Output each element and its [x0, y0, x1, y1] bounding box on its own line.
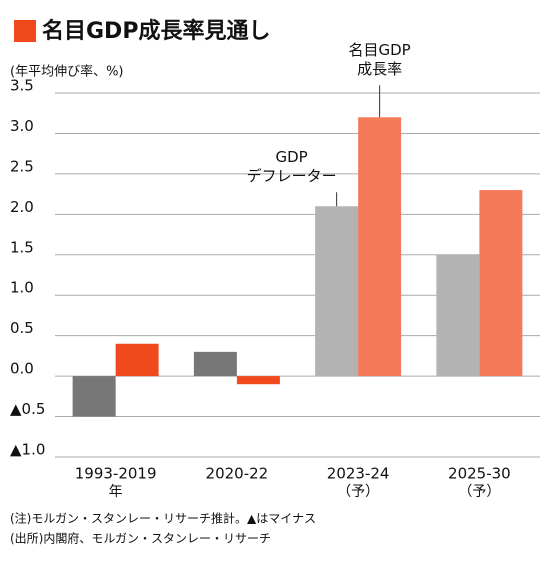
bar	[236, 376, 280, 385]
bar	[358, 117, 402, 377]
title-marker	[14, 20, 36, 42]
note: (出所)内閣府、モルガン・スタンレー・リサーチ	[10, 531, 271, 546]
x-tick-note: 年	[109, 484, 123, 500]
x-tick-label: 2025-30	[448, 465, 511, 483]
note: (注)モルガン・スタンレー・リサーチ推計。▲はマイナス	[10, 511, 316, 526]
y-tick-label: 0.0	[10, 360, 34, 378]
y-tick-label: 2.5	[10, 157, 34, 175]
bar	[193, 351, 237, 377]
y-tick-label: 3.0	[10, 117, 34, 135]
x-tick-note: （予）	[458, 484, 500, 500]
x-tick-label: 2020-22	[206, 465, 269, 483]
y-tick-label: ▲1.0	[10, 441, 45, 459]
y-tick-label: 1.0	[10, 279, 34, 297]
x-tick-label: 2023-24	[327, 465, 390, 483]
series-label: GDP デフレーター	[246, 148, 337, 186]
y-tick-label: 3.5	[10, 77, 34, 95]
y-tick-label: 0.5	[10, 319, 34, 337]
series-label: 名目GDP 成長率	[348, 41, 411, 79]
x-tick-note: （予）	[337, 484, 379, 500]
y-tick-label: 1.5	[10, 238, 34, 256]
y-tick-label: ▲0.5	[10, 400, 45, 418]
bar	[315, 206, 359, 377]
bar	[479, 190, 523, 377]
chart-title: 名目GDP成長率見通し	[42, 18, 270, 44]
y-axis-label: (年平均伸び率、%)	[10, 64, 124, 80]
x-tick-label: 1993-2019	[75, 465, 157, 483]
bar	[72, 376, 116, 417]
bar	[115, 343, 159, 377]
bar	[436, 254, 480, 377]
y-tick-label: 2.0	[10, 198, 34, 216]
